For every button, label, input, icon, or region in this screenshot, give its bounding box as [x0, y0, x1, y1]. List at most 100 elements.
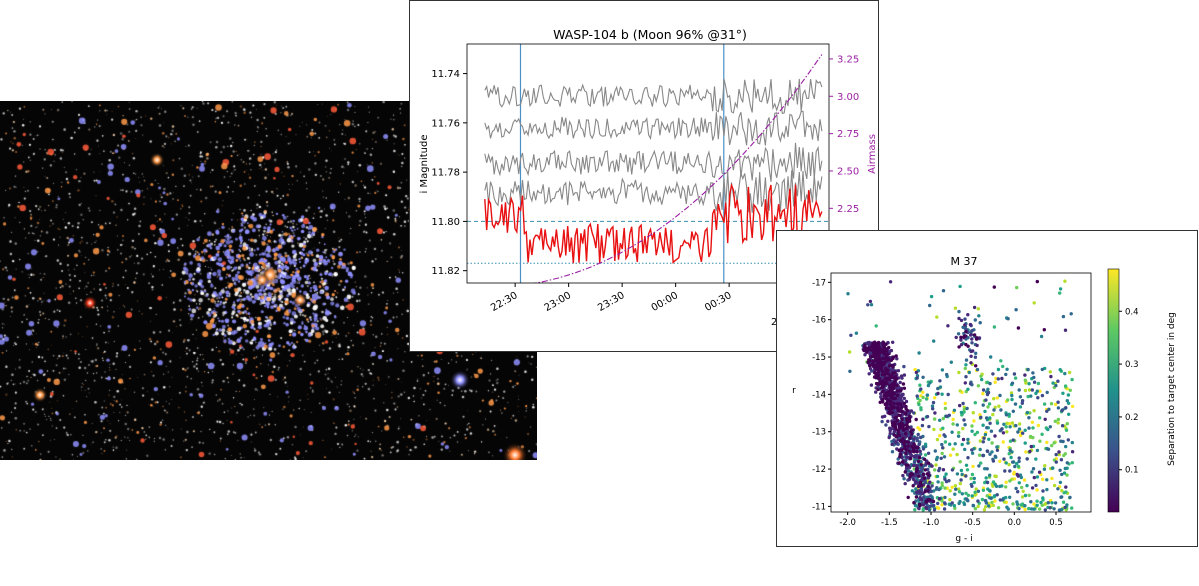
cmd-xtick-label: -2.0	[839, 518, 856, 528]
cmd-point	[918, 398, 922, 403]
cmd-point	[894, 415, 898, 420]
cmd-point	[915, 476, 919, 481]
cmd-point	[1023, 378, 1027, 382]
cmd-point	[868, 299, 873, 304]
cmd-point	[916, 489, 921, 493]
lc-y2label: Airmass	[867, 134, 878, 174]
cmd-ylabel: r	[792, 386, 796, 396]
cmd-point	[874, 390, 878, 394]
cmd-ytick-label: -14	[812, 390, 826, 400]
cmd-point	[917, 456, 922, 460]
cmd-point	[1064, 444, 1068, 449]
cmd-point	[950, 501, 954, 505]
cmd-point	[866, 303, 870, 307]
cmd-point	[953, 506, 957, 510]
cmd-point	[977, 314, 981, 318]
cmd-point	[921, 495, 926, 500]
cmd-point	[902, 364, 906, 369]
cmd-point	[1070, 377, 1074, 382]
cmd-point	[876, 364, 881, 368]
cmd-point	[1023, 428, 1027, 432]
cmd-point	[981, 423, 985, 427]
cmd-point	[1036, 381, 1041, 386]
cmd-point	[932, 417, 937, 421]
cmd-point	[897, 413, 901, 417]
cmd-ytick-label: -12	[812, 465, 826, 475]
cmd-point	[1068, 388, 1072, 392]
cmd-point	[1006, 317, 1010, 321]
cmd-xtick-label: 0.0	[1008, 518, 1022, 528]
cmd-point	[925, 414, 930, 419]
cmd-point	[925, 393, 930, 397]
cmd-point	[903, 432, 908, 436]
cmd-point	[942, 433, 946, 437]
cmd-points	[846, 279, 1075, 512]
cmd-point	[869, 355, 873, 359]
cmd-point	[951, 447, 955, 451]
cmd-point	[914, 495, 919, 499]
cmd-point	[880, 360, 884, 365]
cmd-point	[934, 487, 939, 491]
cmd-point	[991, 459, 996, 463]
cmd-point	[983, 505, 988, 509]
cmd-point	[881, 397, 885, 402]
cmd-point	[1058, 291, 1062, 295]
cmd-point	[972, 476, 976, 481]
cmd-point	[879, 395, 883, 399]
cmd-point	[969, 333, 973, 337]
cmd-point	[1035, 475, 1040, 479]
cmd-point	[888, 280, 893, 284]
cmd-point	[1070, 440, 1074, 445]
cmd-point	[930, 404, 935, 408]
lc-xtick-label: 22:30	[489, 290, 519, 314]
cmd-point	[1062, 471, 1067, 475]
cmd-point	[921, 472, 926, 477]
airmass-tick-label: 2.50	[837, 166, 859, 177]
cmd-point	[992, 494, 997, 498]
cmd-point	[886, 419, 890, 423]
cmd-point	[1032, 507, 1036, 511]
cmd-point	[954, 487, 958, 491]
cmd-point	[1015, 472, 1019, 477]
cmd-point	[957, 370, 961, 375]
cmd-point	[1016, 430, 1020, 434]
cmd-point	[964, 363, 968, 367]
cmd-point	[1031, 426, 1035, 430]
cmd-point	[959, 410, 964, 415]
cmd-point	[933, 468, 937, 472]
cmd-point	[1016, 464, 1021, 469]
cmd-point	[993, 454, 997, 458]
cmd-point	[890, 410, 894, 415]
cmd-point	[1057, 508, 1062, 512]
cmd-point	[917, 506, 921, 511]
cmd-point	[896, 393, 900, 398]
cmd-point	[940, 481, 944, 485]
cmd-point	[995, 493, 999, 497]
cmd-point	[987, 402, 992, 406]
cmd-point	[1030, 486, 1035, 490]
cmd-point	[964, 474, 968, 478]
cmd-point	[911, 428, 915, 432]
cmd-point	[886, 372, 891, 376]
cmd-point	[973, 507, 978, 511]
cmd-point	[1017, 456, 1021, 460]
cmd-point	[986, 405, 990, 409]
cmd-point	[849, 333, 853, 337]
cmd-point	[908, 452, 913, 456]
cmd-point	[877, 345, 881, 349]
cmd-point	[875, 375, 879, 380]
cmd-point	[1005, 505, 1009, 509]
cmd-point	[1017, 427, 1022, 431]
cmd-point	[890, 421, 895, 425]
cmd-point	[914, 370, 919, 375]
cmd-point	[1056, 417, 1060, 422]
cmd-point	[924, 499, 928, 504]
cmd-point	[959, 478, 963, 482]
cmd-point	[979, 461, 983, 465]
cmd-point	[1040, 503, 1044, 507]
cmd-point	[1043, 508, 1047, 512]
cmd-point	[1043, 502, 1047, 506]
cmd-point	[940, 392, 944, 396]
cmd-point	[960, 492, 964, 496]
cmd-point	[957, 487, 961, 491]
